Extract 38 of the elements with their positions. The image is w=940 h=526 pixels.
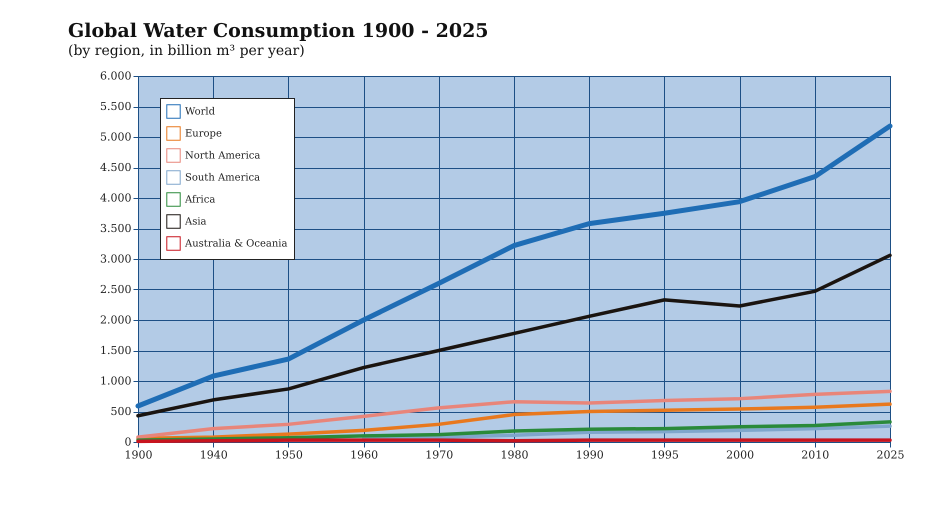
x-tick-label: 1990 [576, 448, 604, 462]
x-tick-label: 1980 [500, 448, 528, 462]
y-tick-label: 4.000 [100, 192, 132, 204]
legend-label: North America [185, 150, 260, 162]
chart-title: Global Water Consumption 1900 - 2025 [68, 20, 489, 42]
x-tick-label: 2010 [801, 448, 830, 462]
y-tick-label: 2.000 [100, 314, 132, 326]
y-tick-label: 2.500 [100, 283, 132, 296]
y-tick-label: 500 [110, 405, 132, 418]
x-tick-label: 1995 [650, 448, 679, 462]
x-tick-label: 1970 [425, 448, 454, 462]
x-tick-label: 2000 [726, 448, 754, 462]
y-tick-label: 3.000 [100, 252, 132, 266]
legend-label: World [185, 106, 216, 118]
legend-label: Asia [184, 216, 207, 228]
line-series [136, 254, 892, 418]
y-tick-label: 0 [124, 436, 132, 448]
x-tick-label: 1940 [200, 448, 228, 462]
legend-label: Australia & Oceania [184, 238, 288, 250]
chart-subtitle: (by region, in billion m³ per year) [68, 43, 305, 59]
line-series [136, 402, 892, 440]
x-tick-label: 2025 [876, 448, 904, 462]
x-tick-label: 1900 [124, 448, 152, 462]
legend-label: Africa [184, 194, 216, 206]
y-tick-label: 5.500 [100, 100, 132, 113]
y-tick-label: 1.500 [100, 344, 132, 357]
y-tick-label: 1.000 [100, 374, 132, 388]
y-tick-label: 4.500 [100, 161, 132, 174]
line-series [136, 390, 892, 439]
legend-label: Europe [185, 128, 222, 140]
y-tick-label: 6.000 [100, 70, 132, 82]
legend-label: South America [185, 172, 260, 184]
x-tick-label: 1950 [274, 448, 303, 462]
y-tick-label: 5.000 [100, 130, 132, 144]
line-series [136, 420, 892, 442]
y-tick-label: 3.500 [100, 222, 132, 235]
x-tick-label: 1960 [350, 448, 378, 462]
line-series [362, 424, 892, 440]
